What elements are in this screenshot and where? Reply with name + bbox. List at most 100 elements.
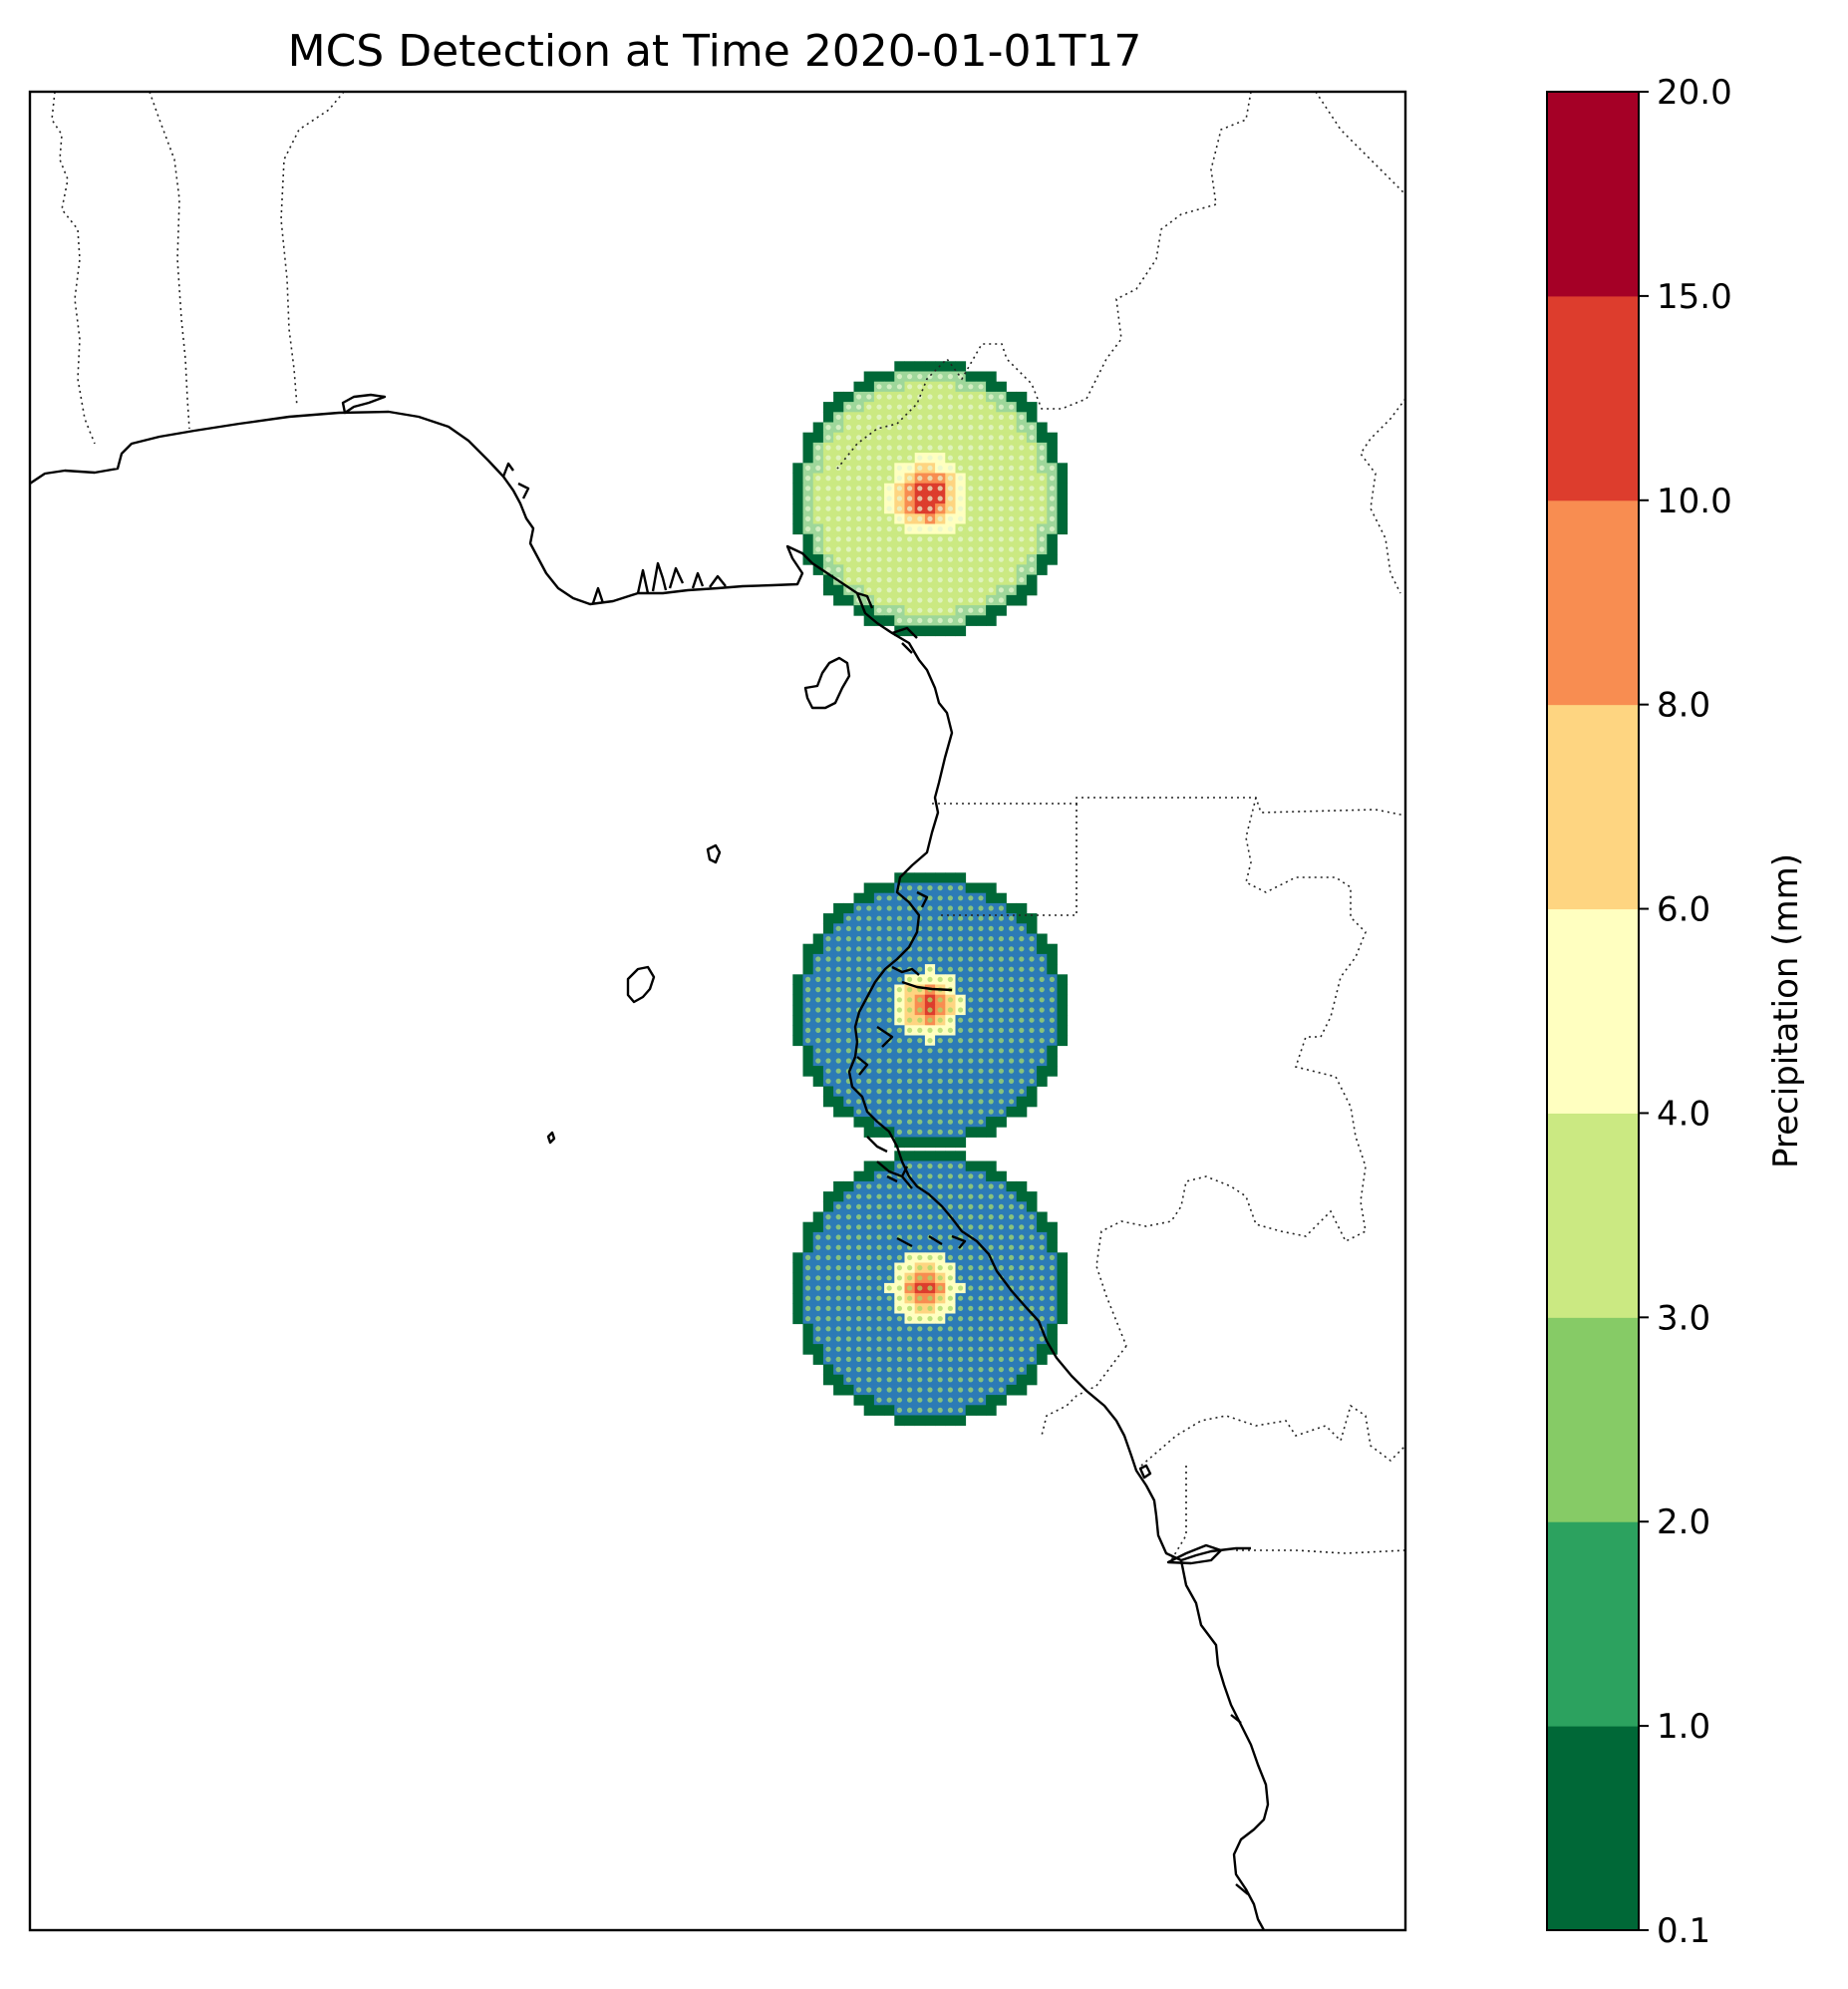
precip-grid-dot bbox=[835, 1017, 841, 1023]
precip-grid-dot bbox=[866, 1336, 872, 1342]
precip-grid-cell bbox=[863, 605, 875, 616]
precip-grid-dot bbox=[937, 1367, 943, 1373]
precip-grid-dot bbox=[907, 1058, 913, 1064]
precip-grid-dot bbox=[1009, 976, 1015, 983]
colorbar-tick-label: 8.0 bbox=[1657, 686, 1710, 726]
precip-grid-dot bbox=[845, 976, 852, 983]
precip-grid-dot bbox=[1009, 1356, 1015, 1362]
precip-grid-dot bbox=[876, 445, 882, 451]
precip-grid-dot bbox=[845, 1224, 852, 1230]
precip-grid-dot bbox=[917, 374, 923, 380]
precip-grid-dot bbox=[876, 384, 882, 390]
precip-grid-dot bbox=[917, 526, 923, 532]
precip-grid-cell bbox=[996, 1170, 1007, 1182]
precip-grid-dot bbox=[1039, 1244, 1045, 1250]
precip-grid-dot bbox=[958, 435, 964, 441]
precip-grid-dot bbox=[835, 925, 841, 932]
precip-grid-dot bbox=[835, 1234, 841, 1240]
precip-grid-dot bbox=[896, 1224, 903, 1230]
precip-grid-dot bbox=[968, 1058, 974, 1064]
precip-grid-dot bbox=[835, 455, 841, 461]
precip-grid-dot bbox=[968, 1007, 974, 1013]
precip-grid-cell bbox=[1037, 1076, 1048, 1087]
precip-grid-dot bbox=[866, 956, 872, 962]
precip-grid-dot bbox=[988, 414, 994, 420]
precip-grid-dot bbox=[1039, 455, 1045, 461]
precip-grid-dot bbox=[805, 1305, 811, 1311]
precip-grid-cell bbox=[1006, 902, 1018, 914]
precip-grid-dot bbox=[1009, 1027, 1015, 1033]
precip-grid-cell bbox=[1026, 913, 1038, 924]
precip-grid-dot bbox=[1039, 496, 1045, 501]
precip-grid-dot bbox=[805, 997, 811, 1003]
precip-grid-dot bbox=[988, 1017, 994, 1023]
precip-grid-dot bbox=[896, 1183, 903, 1189]
precip-grid-dot bbox=[1029, 1214, 1035, 1220]
precip-grid-dot bbox=[876, 1203, 882, 1209]
precip-grid-dot bbox=[856, 445, 862, 451]
precip-grid-dot bbox=[1019, 465, 1025, 471]
precip-grid-cell bbox=[1026, 1191, 1038, 1202]
precip-grid-dot bbox=[907, 476, 913, 482]
precip-grid-dot bbox=[907, 587, 913, 593]
precip-grid-dot bbox=[907, 1038, 913, 1044]
precip-grid-dot bbox=[825, 1224, 831, 1230]
precip-grid-dot bbox=[845, 1234, 852, 1240]
precip-grid-dot bbox=[896, 496, 903, 501]
precip-grid-dot bbox=[1029, 1048, 1035, 1054]
precip-grid-dot bbox=[825, 1346, 831, 1352]
precip-grid-dot bbox=[937, 1193, 943, 1199]
precip-grid-dot bbox=[907, 1285, 913, 1291]
precip-grid-cell bbox=[914, 1151, 926, 1161]
precip-grid-dot bbox=[886, 455, 892, 461]
precip-grid-dot bbox=[876, 1017, 882, 1023]
precip-grid-cell bbox=[975, 1127, 987, 1138]
precip-grid-cell bbox=[802, 953, 814, 965]
precip-grid-dot bbox=[815, 536, 821, 542]
precip-grid-dot bbox=[845, 1305, 852, 1311]
precip-grid-cell bbox=[914, 872, 926, 883]
precip-grid-dot bbox=[988, 915, 994, 921]
precip-grid-dot bbox=[958, 404, 964, 410]
precip-grid-cell bbox=[843, 1384, 854, 1396]
precip-grid-dot bbox=[998, 556, 1005, 562]
precip-grid-dot bbox=[958, 556, 964, 562]
precip-grid-cell bbox=[1026, 584, 1038, 596]
precip-grid-dot bbox=[866, 577, 872, 583]
precip-grid-dot bbox=[958, 1336, 964, 1342]
precip-grid-dot bbox=[896, 425, 903, 431]
precip-grid-dot bbox=[917, 445, 923, 451]
precip-grid-dot bbox=[947, 1377, 954, 1383]
precip-grid-dot bbox=[958, 1407, 964, 1413]
precip-grid-cell bbox=[996, 605, 1007, 616]
precip-grid-cell bbox=[1026, 1086, 1038, 1098]
precip-grid-cell bbox=[1057, 1015, 1069, 1026]
precip-grid-dot bbox=[988, 496, 994, 501]
precip-grid-dot bbox=[1019, 515, 1025, 522]
precip-grid-cell bbox=[1057, 994, 1069, 1006]
precip-grid-dot bbox=[825, 526, 831, 532]
precip-grid-dot bbox=[978, 1224, 984, 1230]
precip-grid-dot bbox=[845, 526, 852, 532]
precip-grid-dot bbox=[845, 1326, 852, 1332]
precip-grid-dot bbox=[937, 997, 943, 1003]
precip-grid-dot bbox=[907, 997, 913, 1003]
precip-grid-dot bbox=[927, 1295, 933, 1301]
precip-grid-dot bbox=[1019, 577, 1025, 583]
precip-grid-dot bbox=[968, 1295, 974, 1301]
precip-grid-dot bbox=[917, 1367, 923, 1373]
precip-grid-dot bbox=[866, 1295, 872, 1301]
precip-grid-dot bbox=[978, 515, 984, 522]
precip-grid-dot bbox=[998, 1285, 1005, 1291]
precip-grid-dot bbox=[896, 1244, 903, 1250]
precip-grid-dot bbox=[988, 465, 994, 471]
colorbar-segment bbox=[1547, 704, 1639, 910]
precip-grid-dot bbox=[988, 1377, 994, 1383]
precip-grid-dot bbox=[927, 1224, 933, 1230]
precip-grid-dot bbox=[998, 597, 1005, 603]
precip-grid-dot bbox=[866, 445, 872, 451]
precip-grid-dot bbox=[927, 1367, 933, 1373]
precip-grid-dot bbox=[1009, 1265, 1015, 1271]
precip-grid-dot bbox=[866, 425, 872, 431]
precip-grid-dot bbox=[886, 526, 892, 532]
